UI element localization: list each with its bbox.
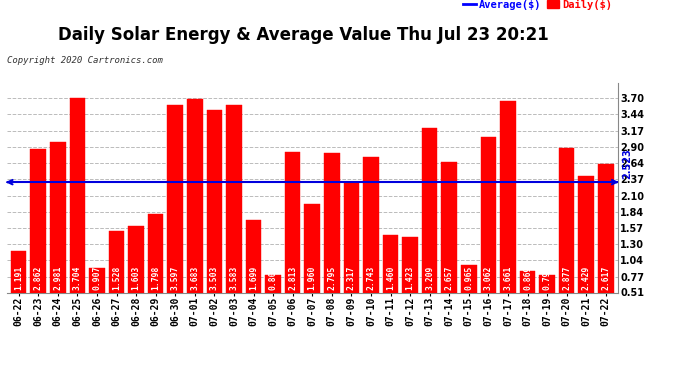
Text: 3.209: 3.209 [425,266,434,290]
Text: 1.528: 1.528 [112,266,121,290]
Text: 2.617: 2.617 [601,266,611,290]
Bar [226,105,242,324]
Bar [128,226,144,324]
Text: 3.704: 3.704 [73,266,82,290]
Bar [402,237,418,324]
Text: 1.423: 1.423 [406,266,415,290]
Bar [206,110,222,324]
Bar [30,149,46,324]
Text: 3.683: 3.683 [190,266,199,290]
Bar [11,251,26,324]
Text: 1.603: 1.603 [132,266,141,290]
Text: 2.429: 2.429 [582,266,591,290]
Text: 3.583: 3.583 [230,266,239,290]
Bar [304,204,320,324]
Bar [109,231,124,324]
Text: 0.907: 0.907 [92,266,101,290]
Text: 2.657: 2.657 [445,266,454,290]
Bar [442,162,457,324]
Bar [461,265,477,324]
Legend: Average($), Daily($): Average($), Daily($) [464,0,612,9]
Text: 3.597: 3.597 [170,266,179,290]
Bar [578,176,594,324]
Text: 0.869: 0.869 [523,266,532,290]
Text: 3.503: 3.503 [210,266,219,290]
Text: 2.795: 2.795 [327,266,336,290]
Bar [383,235,398,324]
Bar [285,152,300,324]
Text: 2.862: 2.862 [34,266,43,290]
Text: 0.802: 0.802 [268,266,277,290]
Bar [70,98,85,324]
Text: 2.743: 2.743 [366,266,375,290]
Text: 2.981: 2.981 [53,266,62,290]
Text: Daily Solar Energy & Average Value Thu Jul 23 20:21: Daily Solar Energy & Average Value Thu J… [58,26,549,44]
Bar [187,99,203,324]
Text: 2.877: 2.877 [562,266,571,290]
Text: 2.813: 2.813 [288,266,297,290]
Bar [89,268,105,324]
Text: 1.960: 1.960 [308,266,317,290]
Bar [265,275,281,324]
Bar [520,271,535,324]
Text: 1.798: 1.798 [151,266,160,290]
Bar [324,153,339,324]
Bar [50,142,66,324]
Text: 1.460: 1.460 [386,266,395,290]
Text: 3.661: 3.661 [504,266,513,290]
Text: 3.062: 3.062 [484,266,493,290]
Bar [559,148,575,324]
Text: Copyright 2020 Cartronics.com: Copyright 2020 Cartronics.com [7,56,163,65]
Bar [148,214,164,324]
Bar [363,157,379,324]
Text: 1.699: 1.699 [249,266,258,290]
Text: 0.796: 0.796 [542,266,551,290]
Bar [168,105,183,324]
Bar [500,101,516,324]
Bar [246,220,262,324]
Text: 2.317: 2.317 [347,266,356,290]
Text: 2.523: 2.523 [622,148,632,179]
Bar [344,183,359,324]
Bar [422,128,437,324]
Text: 1.191: 1.191 [14,266,23,290]
Bar [598,164,613,324]
Text: 0.965: 0.965 [464,266,473,290]
Bar [540,275,555,324]
Bar [480,137,496,324]
